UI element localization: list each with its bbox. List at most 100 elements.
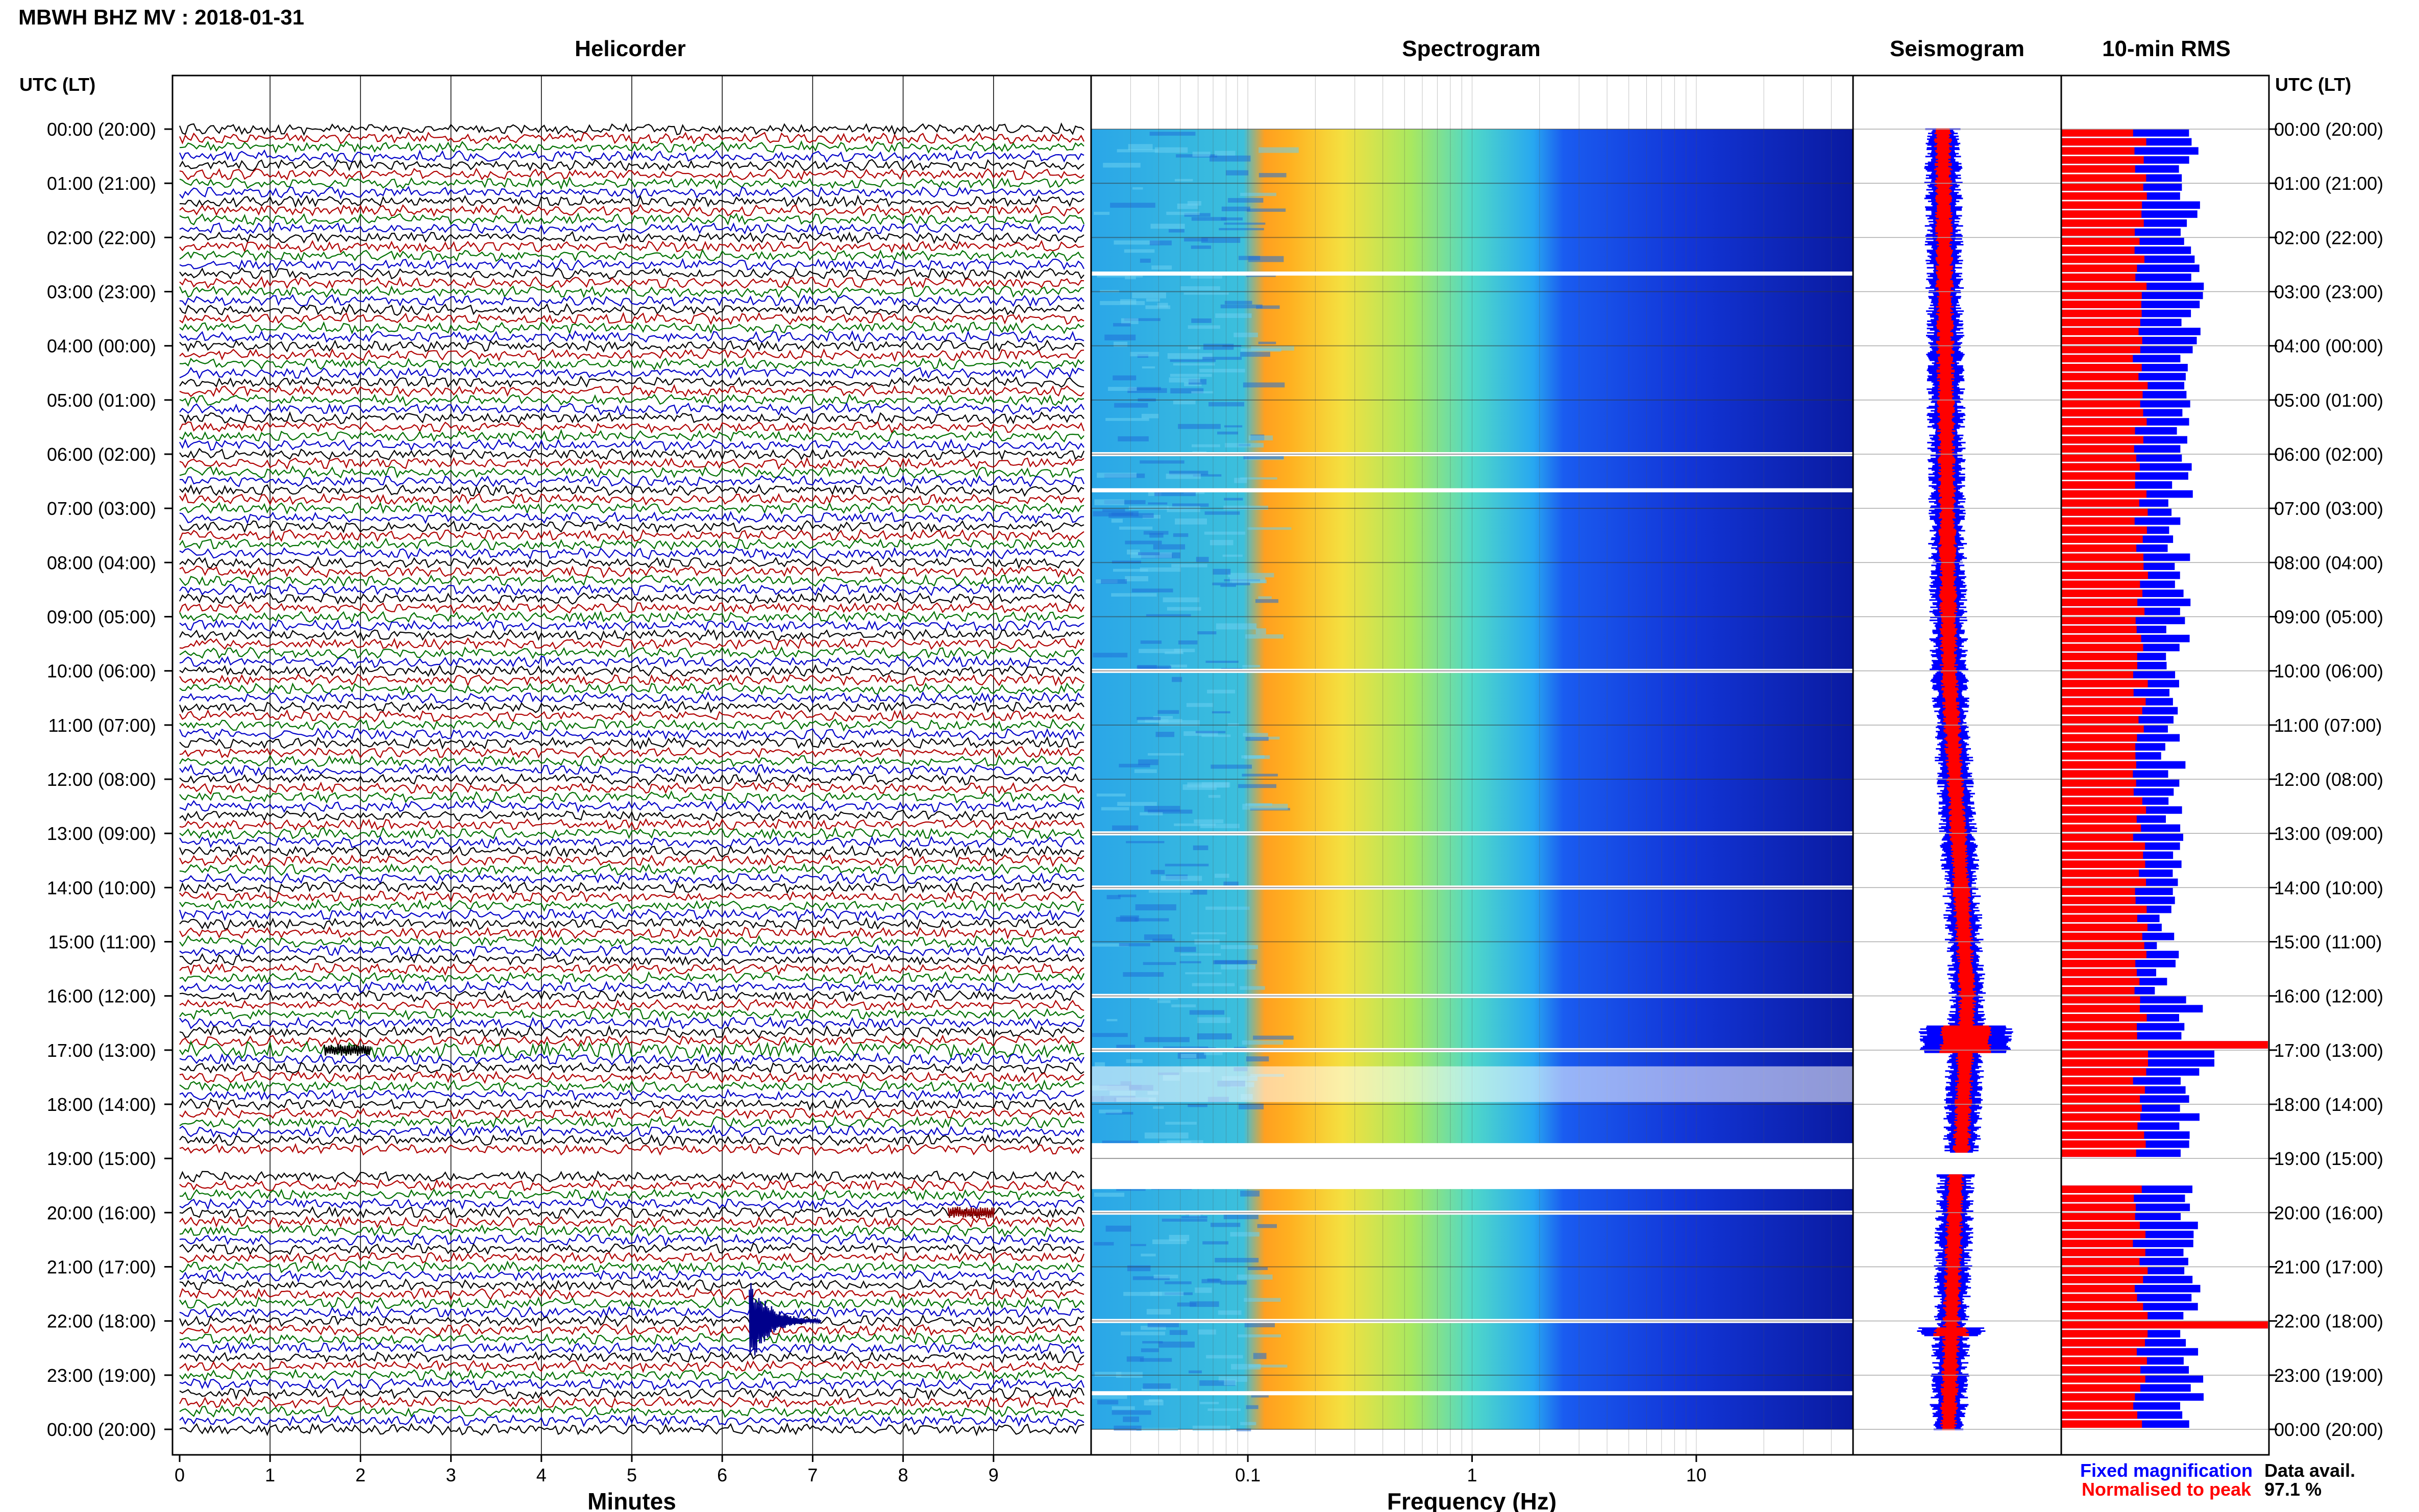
helicorder-trace: [179, 529, 1084, 542]
rms-bar-normalised: [2061, 959, 2136, 968]
rms-bar-normalised: [2061, 1222, 2140, 1229]
helicorder-trace: [179, 492, 1084, 506]
helicorder-trace: [179, 971, 1084, 985]
rms-bar-normalised: [2061, 707, 2142, 715]
rms-bar-normalised: [2061, 282, 2147, 290]
time-label-left: 21:00 (17:00): [47, 1257, 156, 1278]
spectrogram-texture: [1105, 1225, 1131, 1232]
spectrogram-texture: [1118, 894, 1137, 898]
spectrogram-texture: [1143, 531, 1169, 535]
spectrogram-texture: [1258, 147, 1299, 153]
time-label-right: 14:00 (10:00): [2274, 877, 2383, 898]
rms-bar-normalised: [2061, 472, 2136, 480]
rms-bar-normalised: [2061, 156, 2144, 164]
rms-bar-normalised: [2061, 806, 2146, 814]
spectrogram-texture: [1121, 1331, 1166, 1335]
spectrogram-texture: [1149, 533, 1164, 538]
rms-bar-normalised: [2061, 815, 2137, 823]
spectrogram-texture: [1224, 301, 1252, 305]
time-label-left: 00:00 (20:00): [47, 119, 156, 140]
spectrogram-texture: [1139, 649, 1182, 653]
rms-bar-normalised: [2061, 1077, 2133, 1085]
spectrogram-texture: [1244, 1323, 1275, 1328]
rms-bar-normalised: [2061, 1023, 2137, 1031]
spectrogram-texture: [1204, 1052, 1223, 1055]
spectrogram-texture: [1172, 503, 1209, 507]
spectrogram-texture: [1104, 500, 1146, 505]
spectrogram-texture: [1174, 649, 1195, 653]
spectrogram-texture: [1169, 470, 1208, 475]
time-label-left: 14:00 (10:00): [47, 877, 156, 898]
rms-bar-normalised: [2061, 1014, 2147, 1022]
spectrogram-texture: [1150, 1292, 1184, 1296]
spectrogram-texture: [1180, 1054, 1197, 1058]
spectrogram-texture: [1221, 964, 1256, 970]
rms-bar-normalised: [2061, 788, 2134, 796]
spectrogram-texture: [1094, 1193, 1125, 1197]
spectrogram-texture: [1251, 345, 1294, 351]
rms-bar-normalised: [2061, 743, 2136, 751]
spectrogram-texture: [1180, 953, 1221, 956]
spectrogram-texture: [1218, 1310, 1242, 1315]
spectrogram-texture: [1128, 144, 1153, 151]
rms-bar-normalised: [2061, 752, 2136, 760]
rms-bar-normalised: [2061, 1276, 2143, 1283]
helicorder-trace: [179, 1305, 1084, 1319]
helicorder-trace: [179, 140, 1084, 154]
spectrogram-texture: [1123, 1416, 1139, 1422]
helicorder-trace: [179, 754, 1084, 767]
rms-bar-normalised: [2061, 689, 2134, 697]
time-label-right: 09:00 (05:00): [2274, 607, 2383, 628]
time-label-right: 19:00 (15:00): [2274, 1148, 2383, 1169]
rms-bar-normalised: [2061, 878, 2146, 886]
spectrogram-texture: [1167, 353, 1213, 359]
spectrogram-texture: [1205, 660, 1239, 663]
spectrogram-texture: [1220, 584, 1236, 587]
spectrogram-texture: [1188, 325, 1220, 329]
rms-bar-normalised: [2061, 607, 2145, 615]
spectrogram-texture: [1148, 753, 1184, 756]
spectrogram-texture: [1183, 292, 1229, 295]
spectrogram-texture: [1141, 1253, 1156, 1257]
spectrogram-texture: [1130, 1244, 1146, 1246]
spectrogram-texture: [1150, 224, 1185, 229]
time-label-left: 03:00 (23:00): [47, 282, 156, 303]
rms-bar-normalised: [2061, 951, 2146, 958]
time-label-right: 02:00 (22:00): [2274, 227, 2383, 248]
spectrogram-texture: [1248, 256, 1284, 262]
chart-title: MBWH BHZ MV : 2018-01-31: [18, 5, 304, 29]
helicorder-trace: [179, 1359, 1084, 1373]
spectrogram-texture: [1110, 203, 1155, 208]
spectrogram-texture: [1114, 1425, 1142, 1431]
spectrogram-texture: [1166, 211, 1200, 215]
time-label-left: 11:00 (07:00): [48, 715, 156, 736]
rms-bar-normalised: [2061, 1420, 2142, 1428]
spectrogram-texture: [1161, 876, 1202, 881]
helicorder-trace: [179, 1197, 1084, 1210]
spectrogram-texture: [1191, 391, 1214, 393]
rms-bar-normalised: [2061, 517, 2135, 525]
rms-bar-normalised: [2061, 905, 2147, 913]
spectrogram-texture: [1167, 607, 1201, 611]
spectrogram-texture: [1190, 888, 1207, 895]
spectrogram-texture: [1173, 363, 1215, 366]
spectrogram-texture: [1132, 1276, 1170, 1280]
spectrogram-texture: [1170, 374, 1212, 377]
spectrogram-texture: [1162, 1219, 1207, 1222]
spectrogram-texture: [1191, 932, 1227, 934]
rms-bar-normalised: [2061, 661, 2137, 670]
spectrogram-texture: [1242, 665, 1261, 667]
helicorder-trace: [179, 1124, 1084, 1138]
rms-bar-normalised: [2061, 616, 2136, 625]
spectrogram-texture: [1144, 934, 1172, 940]
rms-bar-normalised: [2061, 1212, 2135, 1221]
helicorder-trace: [179, 475, 1084, 488]
spectrogram-texture: [1191, 274, 1222, 279]
helicorder-trace: [179, 565, 1084, 579]
spectrogram-texture: [1201, 1279, 1222, 1283]
rms-bar-normalised: [2061, 174, 2146, 182]
rms-bar-normalised: [2061, 725, 2144, 733]
spectrogram-texture: [1091, 943, 1129, 947]
spectrogram-texture: [1195, 731, 1226, 733]
